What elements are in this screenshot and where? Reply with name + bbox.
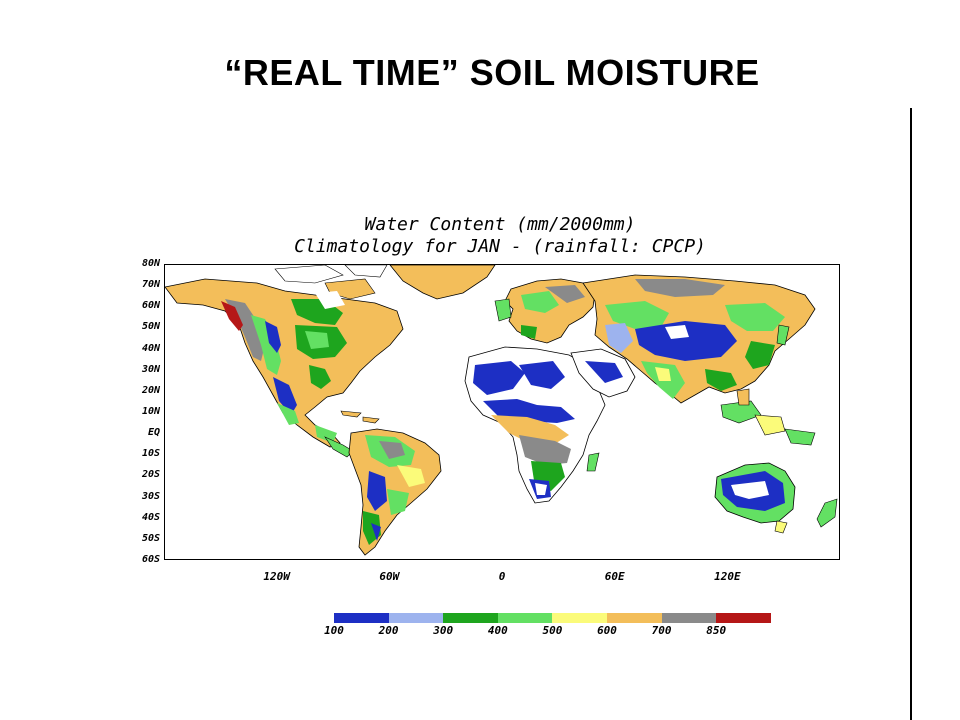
- latitude-label: 20N: [141, 384, 160, 396]
- latitude-label: 10N: [141, 406, 160, 417]
- colorbar-swatch: [497, 613, 553, 623]
- east-asian-islands: [720, 324, 816, 446]
- latitude-label: 80N: [141, 258, 160, 269]
- map-title-line1: Water Content (mm/2000mm): [364, 214, 636, 235]
- greenland: [389, 265, 496, 300]
- latitude-label: 30N: [141, 363, 160, 375]
- colorbar-swatch: [606, 613, 662, 623]
- colorbar-label: 700: [651, 624, 672, 637]
- latitude-label: 10S: [141, 448, 160, 460]
- longitude-label: 120E: [714, 570, 741, 583]
- map-title-line2: Climatology for JAN - (rainfall: CPCP): [294, 236, 706, 257]
- latitude-label: 50S: [141, 532, 160, 544]
- latitude-label: 60N: [141, 300, 160, 312]
- longitude-label: 60W: [379, 570, 400, 583]
- latitude-label: 50N: [141, 321, 160, 333]
- latitude-label: EQ: [147, 427, 160, 439]
- colorbar-label: 100: [324, 624, 344, 637]
- colorbar-swatch: [443, 613, 498, 623]
- south-america: [348, 428, 442, 556]
- arctic-islands: [274, 265, 388, 300]
- europe: [494, 278, 596, 344]
- latitude-label: 70N: [141, 279, 160, 291]
- world-map-svg: [165, 265, 838, 556]
- latitude-label: 60S: [141, 554, 160, 565]
- soil-moisture-map: [164, 264, 840, 560]
- colorbar-label: 400: [487, 624, 508, 637]
- colorbar-label: 500: [542, 624, 563, 637]
- middle-east: [570, 348, 636, 398]
- colorbar-label: 200: [378, 624, 399, 637]
- colorbar-swatch: [334, 613, 389, 623]
- latitude-label: 40N: [141, 342, 160, 354]
- slide-title: “REAL TIME” SOIL MOISTURE: [224, 52, 760, 93]
- colorbar-swatch: [552, 613, 607, 623]
- colorbar-swatch: [661, 613, 717, 623]
- north-america: [165, 278, 404, 448]
- longitude-label: 0: [498, 570, 506, 583]
- latitude-label: 20S: [141, 469, 160, 481]
- colorbar: [334, 613, 771, 623]
- colorbar-swatch: [388, 613, 444, 623]
- central-america: [324, 410, 380, 458]
- slide-right-divider: [910, 108, 912, 720]
- longitude-label: 60E: [604, 570, 625, 583]
- colorbar-swatch: [716, 613, 771, 623]
- colorbar-label: 600: [597, 624, 617, 637]
- latitude-label: 40S: [141, 511, 160, 523]
- latitude-label: 30S: [141, 490, 160, 502]
- colorbar-label: 850: [706, 624, 727, 637]
- australia: [714, 462, 838, 534]
- asia: [582, 274, 816, 404]
- longitude-label: 120W: [263, 570, 290, 583]
- colorbar-label: 300: [433, 624, 454, 637]
